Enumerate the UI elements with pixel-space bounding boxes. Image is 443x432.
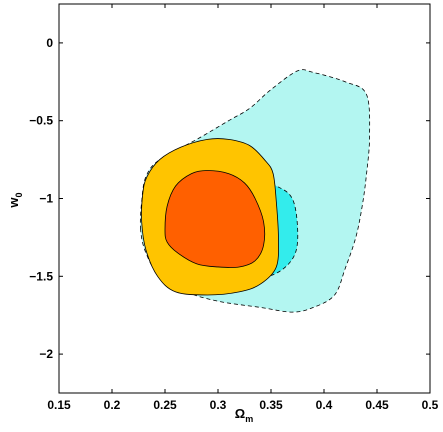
region-orange-inner	[164, 170, 266, 268]
x-tick-label-1: 0.2	[104, 398, 121, 412]
x-tick-label-2: 0.25	[153, 398, 177, 412]
y-axis-label: w0	[6, 192, 24, 208]
x-axis-label-sub: m	[245, 414, 253, 424]
y-axis-label-sub: 0	[14, 192, 24, 197]
y-tick-label-4: −2	[39, 347, 53, 361]
x-tick-label-3: 0.3	[210, 398, 227, 412]
x-axis-label: Ωm	[235, 406, 253, 424]
y-axis-label-main: w	[6, 197, 21, 209]
y-tick-label-2: −1	[39, 192, 53, 206]
y-tick-label-1: −0.5	[29, 114, 53, 128]
x-tick-label-4: 0.35	[259, 398, 283, 412]
tick-labels: 0.15 0.2 0.25 0.3 0.35 0.4 0.45 0.5 0 −0.5 −1 −1.5 −…	[29, 36, 438, 412]
x-axis-label-main: Ω	[235, 406, 245, 421]
x-tick-label-5: 0.4	[316, 398, 333, 412]
x-tick-label-6: 0.45	[365, 398, 389, 412]
plot-frame	[58, 3, 431, 394]
x-tick-label-7: 0.5	[422, 398, 439, 412]
confidence-regions	[139, 69, 371, 313]
y-tick-label-0: 0	[46, 36, 53, 50]
y-tick-label-3: −1.5	[29, 269, 53, 283]
x-tick-label-0: 0.15	[47, 398, 71, 412]
